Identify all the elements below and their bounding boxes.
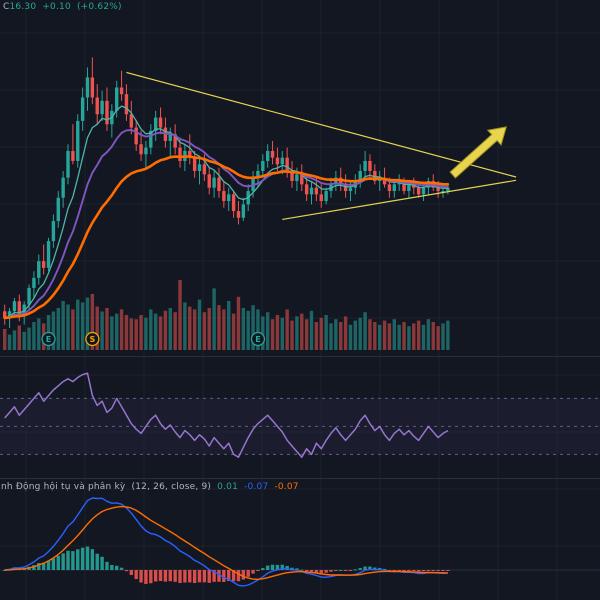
ma-fast-line[interactable] — [4, 105, 449, 319]
breakout-arrow[interactable] — [449, 126, 508, 179]
macd-line[interactable] — [4, 497, 448, 587]
volume-bars — [3, 280, 450, 350]
trendline-upper[interactable] — [126, 71, 517, 178]
macd-signal-line[interactable] — [4, 505, 448, 580]
event-marker-E[interactable]: E — [41, 331, 56, 347]
svg-text:E: E — [46, 335, 51, 344]
candlestick-series — [3, 57, 450, 328]
rsi-band — [0, 398, 600, 455]
macd-indicator-legend[interactable]: nh Động hội tụ và phân kỳ (12, 26, close… — [1, 482, 302, 493]
ma-slow-line[interactable] — [3, 155, 450, 320]
svg-text:E: E — [255, 335, 260, 344]
rsi-line[interactable] — [4, 372, 449, 458]
event-marker-S[interactable]: S — [85, 331, 100, 347]
trendline-lower[interactable] — [282, 179, 517, 221]
macd-hist-value: 0.01 — [217, 482, 239, 492]
macd-signal-value: -0.07 — [274, 482, 299, 492]
svg-text:S: S — [89, 335, 95, 344]
event-marker-E[interactable]: E — [250, 331, 266, 347]
macd-params: (12, 26, close, 9) — [131, 482, 212, 492]
macd-line-value: -0.07 — [244, 482, 269, 492]
macd-title: nh Động hội tụ và phân kỳ — [1, 482, 126, 492]
